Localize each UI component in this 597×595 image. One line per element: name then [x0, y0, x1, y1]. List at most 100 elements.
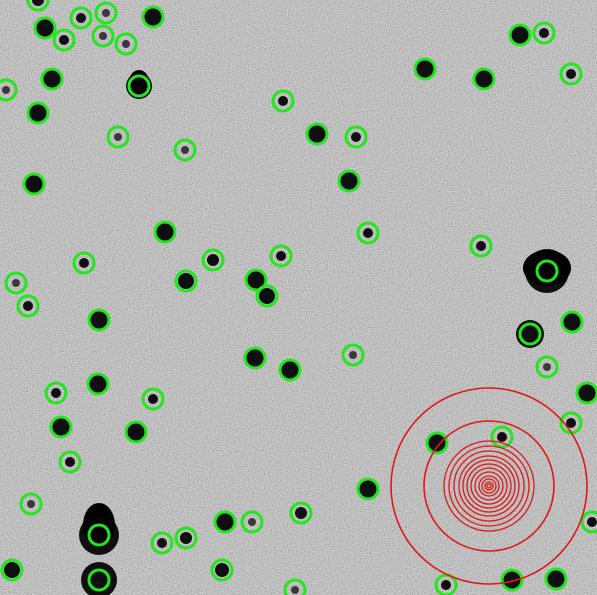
aperture-ring: [453, 450, 525, 522]
detection-marker[interactable]: [240, 510, 264, 534]
detection-marker[interactable]: [580, 510, 597, 534]
star: [578, 384, 596, 402]
detection-marker[interactable]: [87, 308, 111, 332]
detection-marker[interactable]: [174, 269, 198, 293]
star: [207, 254, 219, 266]
star: [475, 70, 493, 88]
aperture-ring: [443, 440, 535, 532]
detection-marker[interactable]: [87, 523, 111, 547]
detection-marker[interactable]: [278, 358, 302, 382]
detection-marker[interactable]: [87, 568, 111, 592]
detection-marker[interactable]: [106, 125, 130, 149]
star: [59, 35, 69, 45]
detection-marker[interactable]: [434, 573, 458, 595]
detection-marker[interactable]: [213, 510, 237, 534]
detection-marker[interactable]: [91, 24, 115, 48]
detection-marker[interactable]: [141, 5, 165, 29]
detection-marker[interactable]: [210, 558, 234, 582]
aperture-ring: [458, 455, 520, 517]
detection-marker[interactable]: [425, 431, 449, 455]
detection-marker[interactable]: [4, 271, 28, 295]
detection-marker[interactable]: [341, 343, 365, 367]
star: [143, 7, 163, 27]
star: [349, 351, 357, 359]
detection-marker[interactable]: [19, 492, 43, 516]
detection-marker[interactable]: [544, 567, 568, 591]
detection-marker[interactable]: [58, 450, 82, 474]
detection-marker[interactable]: [26, 0, 50, 12]
detection-marker[interactable]: [0, 558, 24, 582]
star: [363, 228, 373, 238]
detection-marker[interactable]: [535, 355, 559, 379]
star: [566, 418, 576, 428]
detection-marker[interactable]: [559, 62, 583, 86]
star: [122, 40, 130, 48]
detection-marker[interactable]: [305, 122, 329, 146]
detection-marker[interactable]: [289, 501, 313, 525]
star: [28, 103, 48, 123]
detection-marker[interactable]: [500, 568, 524, 592]
detection-marker[interactable]: [173, 138, 197, 162]
detection-marker[interactable]: [508, 23, 532, 47]
detection-marker[interactable]: [52, 28, 76, 52]
detection-marker[interactable]: [40, 67, 64, 91]
detection-marker[interactable]: [72, 251, 96, 275]
detection-marker[interactable]: [243, 346, 267, 370]
star: [102, 9, 110, 17]
detection-marker[interactable]: [94, 1, 118, 25]
detection-marker[interactable]: [337, 169, 361, 193]
detection-marker[interactable]: [255, 284, 279, 308]
detection-marker[interactable]: [26, 101, 50, 125]
star: [65, 457, 75, 467]
aperture-ring: [448, 445, 530, 527]
detection-marker[interactable]: [22, 172, 46, 196]
star: [276, 251, 286, 261]
detection-marker[interactable]: [560, 310, 584, 334]
detection-marker[interactable]: [535, 259, 559, 283]
detection-marker[interactable]: [356, 477, 380, 501]
detection-marker[interactable]: [344, 125, 368, 149]
detection-marker[interactable]: [0, 78, 18, 102]
detection-marker[interactable]: [44, 381, 68, 405]
star: [359, 480, 377, 498]
detection-marker[interactable]: [114, 32, 138, 56]
aperture-ring: [481, 478, 497, 494]
detection-marker[interactable]: [174, 526, 198, 550]
detection-marker[interactable]: [469, 234, 493, 258]
detection-marker[interactable]: [33, 16, 57, 40]
detection-marker[interactable]: [356, 221, 380, 245]
star: [24, 174, 44, 194]
star: [12, 279, 20, 287]
detection-marker[interactable]: [532, 21, 556, 45]
detection-marker[interactable]: [269, 244, 293, 268]
star: [351, 132, 361, 142]
aperture-ring: [466, 463, 512, 509]
star: [51, 388, 61, 398]
star: [259, 288, 275, 304]
star: [79, 258, 89, 268]
detection-marker[interactable]: [283, 578, 307, 595]
detection-marker[interactable]: [150, 531, 174, 555]
detection-marker[interactable]: [86, 372, 110, 396]
detection-marker[interactable]: [472, 67, 496, 91]
detection-marker[interactable]: [153, 220, 177, 244]
detection-marker[interactable]: [490, 425, 514, 449]
detection-marker[interactable]: [271, 89, 295, 113]
detection-marker[interactable]: [127, 74, 151, 98]
star: [308, 125, 326, 143]
detection-marker[interactable]: [124, 420, 148, 444]
detection-marker[interactable]: [201, 248, 225, 272]
detection-marker[interactable]: [518, 322, 542, 346]
star: [281, 361, 299, 379]
detection-marker[interactable]: [244, 268, 268, 292]
detection-marker[interactable]: [413, 57, 437, 81]
detection-marker[interactable]: [49, 415, 73, 439]
detection-marker[interactable]: [575, 381, 597, 405]
detection-marker[interactable]: [69, 6, 93, 30]
star: [178, 273, 194, 289]
detection-marker[interactable]: [16, 294, 40, 318]
star: [76, 13, 86, 23]
star: [441, 580, 451, 590]
detection-marker[interactable]: [141, 387, 165, 411]
